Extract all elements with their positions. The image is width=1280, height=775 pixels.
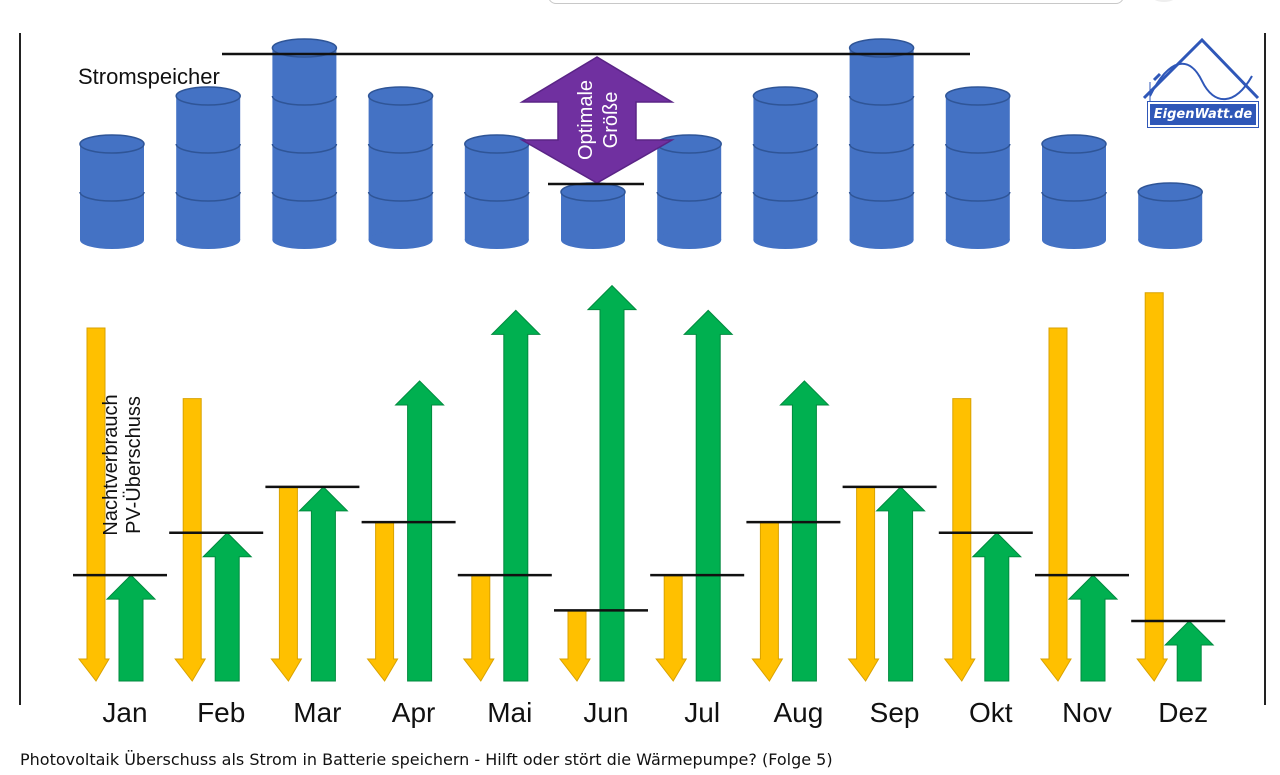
pv-arrow-dez [1163, 620, 1215, 682]
battery-stack-dez [1137, 182, 1203, 249]
night-arrow-mai [462, 574, 495, 682]
eigenwatt-logo [1142, 37, 1260, 102]
pv-arrow-mai [490, 309, 542, 682]
pv-arrow-nov [1067, 574, 1119, 682]
night-arrow-feb [174, 398, 207, 682]
pv-arrow-jul [682, 309, 734, 682]
battery-stack-jan [79, 134, 145, 249]
month-label-mai: Mai [487, 697, 532, 728]
month-label-okt: Okt [969, 697, 1013, 728]
month-label-jul: Jul [684, 697, 720, 728]
arrows-layer [77, 284, 1215, 682]
pv-arrow-sep [875, 486, 926, 682]
night-arrow-sep [847, 486, 880, 682]
night-arrow-mar [270, 486, 303, 682]
double-arrow-shape [519, 56, 675, 184]
month-label-sep: Sep [870, 697, 920, 728]
optimale-label: Optimale [575, 80, 597, 160]
nachtverbrauch-label: Nachtverbrauch [100, 394, 122, 535]
night-arrow-apr [366, 521, 399, 682]
battery-stack-mar [271, 38, 338, 249]
month-label-nov: Nov [1062, 697, 1112, 728]
night-arrow-dez [1136, 292, 1169, 682]
pv-arrow-okt [971, 532, 1023, 682]
month-label-apr: Apr [392, 697, 436, 728]
pv-arrow-jun [586, 284, 638, 682]
pv-arrow-mar [298, 486, 349, 682]
battery-stack-nov [1041, 134, 1107, 249]
battery-stack-jun [560, 182, 626, 249]
month-label-mar: Mar [293, 697, 341, 728]
battery-layer [79, 38, 1203, 249]
pv-arrow-aug [779, 380, 830, 682]
chart: Stromspeicher Optimale Größe Nachtverbra… [73, 38, 1226, 728]
battery-stack-jul [656, 134, 722, 249]
month-labels: Jan Feb Mar Apr Mai Jun Jul Aug Sep Okt Nov Dez [102, 697, 1208, 728]
groesse-label: Größe [600, 92, 622, 149]
month-label-jan: Jan [102, 697, 147, 728]
slide-border-left [19, 33, 21, 705]
battery-stack-feb [175, 86, 241, 249]
month-label-aug: Aug [773, 697, 823, 728]
levels-layer [73, 485, 1226, 623]
battery-stack-mai [464, 134, 530, 249]
night-arrow-nov [1039, 327, 1072, 682]
month-label-feb: Feb [197, 697, 245, 728]
month-label-jun: Jun [583, 697, 628, 728]
battery-stack-sep [848, 38, 915, 249]
battery-stack-apr [367, 86, 434, 249]
stromspeicher-label: Stromspeicher [78, 64, 220, 89]
battery-stack-aug [752, 86, 819, 249]
night-arrow-jun [558, 609, 591, 682]
night-arrow-jul [655, 574, 688, 682]
pv-arrow-feb [201, 532, 253, 682]
optimal-size-arrow: Optimale Größe [519, 56, 675, 184]
slide-border-right [1264, 33, 1266, 705]
night-arrow-aug [751, 521, 784, 682]
logo-text: EigenWatt.de [1147, 101, 1259, 128]
video-caption: Photovoltaik Überschuss als Strom in Bat… [20, 750, 833, 769]
month-label-dez: Dez [1158, 697, 1208, 728]
pv-arrow-apr [394, 380, 445, 682]
night-arrow-okt [943, 398, 976, 682]
pv-arrow-jan [105, 574, 157, 682]
top-button[interactable] [1150, 0, 1178, 2]
pv-ueberschuss-label: PV-Überschuss [123, 396, 145, 534]
battery-stack-okt [945, 86, 1011, 249]
night-arrow-jan [77, 327, 110, 682]
